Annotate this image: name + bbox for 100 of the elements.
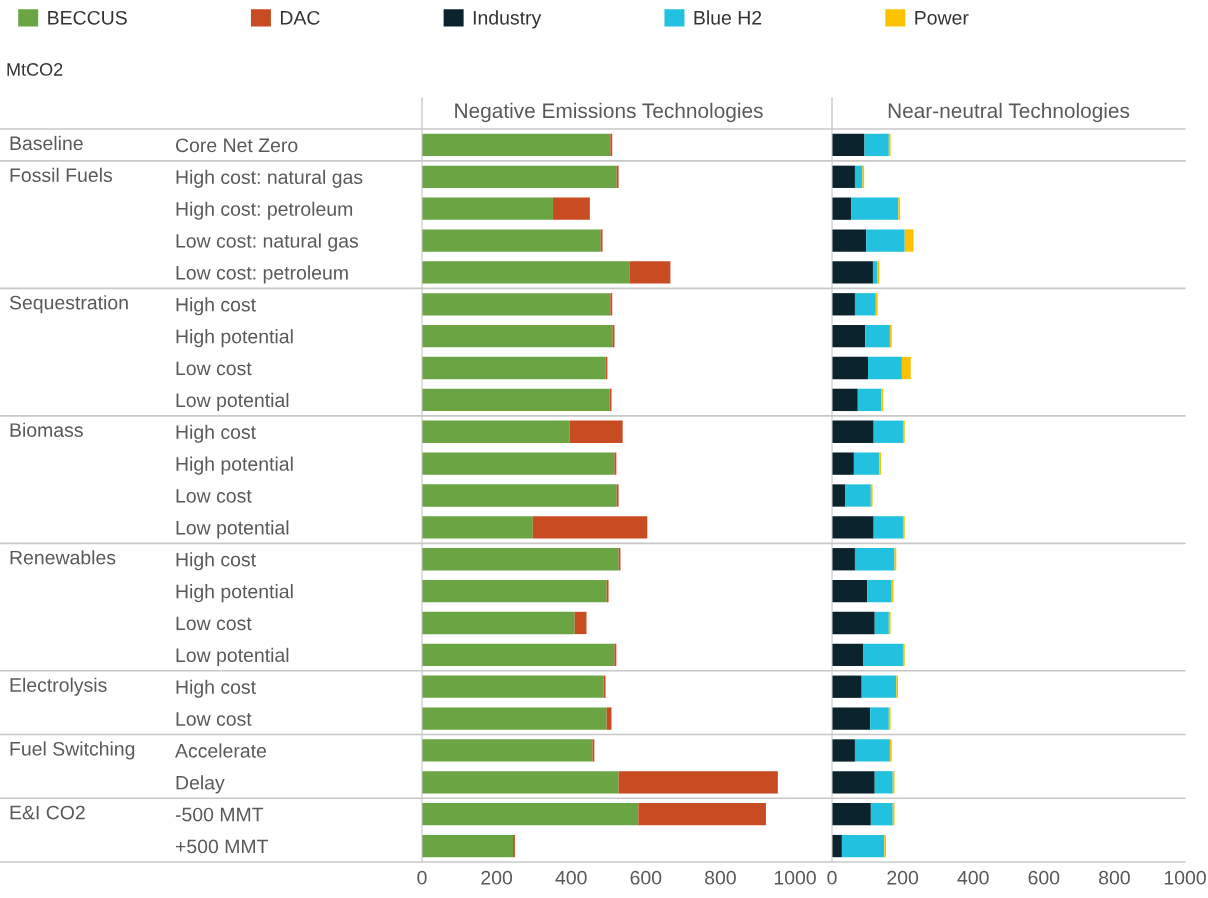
bar	[422, 325, 613, 348]
bar	[532, 516, 648, 539]
bar	[422, 739, 593, 762]
legend-label: BECCUS	[48, 10, 127, 25]
bar	[832, 133, 865, 157]
bar	[861, 675, 897, 698]
y-tick-label: Low potential	[176, 520, 289, 539]
bar	[422, 229, 601, 252]
y-tick-label: Low potential	[176, 647, 289, 666]
x-tick-label: 200	[887, 870, 919, 885]
x-tick-label: 600	[630, 870, 662, 885]
bar	[832, 675, 862, 698]
bar	[422, 771, 619, 794]
bar	[422, 356, 606, 380]
bar	[422, 803, 639, 826]
bar	[901, 356, 911, 380]
bar	[832, 197, 852, 220]
bar	[854, 739, 890, 762]
y-tick-label: High cost: natural gas	[176, 169, 363, 188]
text: MtCO2	[7, 63, 63, 76]
y-tick-label: Low cost: petroleum	[176, 265, 348, 284]
bar	[873, 516, 903, 539]
text: Baseline	[10, 135, 83, 151]
bar	[422, 548, 619, 571]
y-tick-label: High potential	[176, 329, 293, 348]
bar	[832, 165, 855, 188]
bar	[865, 325, 890, 348]
bar	[422, 516, 533, 539]
y-tick-label: -500 MMT	[175, 807, 264, 822]
legend-label: Industry	[473, 10, 542, 29]
bar	[870, 707, 889, 730]
bar	[832, 611, 875, 635]
bar	[832, 739, 855, 762]
text: Biomass	[10, 422, 83, 437]
bar	[569, 420, 623, 443]
text: E&I CO2	[10, 805, 85, 820]
y-tick-label: Low potential	[176, 392, 289, 411]
bar	[422, 165, 617, 188]
bar	[618, 771, 778, 794]
y-tick-label: Low cost	[176, 489, 252, 503]
bar	[841, 834, 885, 858]
bar	[422, 611, 575, 635]
x-tick-label: 800	[1099, 870, 1130, 885]
bar	[422, 452, 615, 475]
bar	[870, 803, 893, 826]
y-tick-label: Low cost	[176, 361, 252, 376]
text: Sequestration	[9, 295, 128, 314]
bar	[832, 803, 871, 826]
bar	[873, 420, 903, 443]
bar	[864, 133, 889, 157]
y-tick-label: High cost	[176, 552, 256, 571]
bar	[422, 675, 604, 698]
text: Fossil Fuels	[10, 167, 113, 183]
bar	[422, 293, 611, 316]
bar	[832, 707, 871, 730]
bar	[422, 834, 514, 858]
bar	[851, 197, 899, 220]
bar	[832, 261, 873, 284]
x-tick-label: 800	[705, 870, 736, 885]
bar	[904, 229, 914, 252]
bar	[629, 261, 671, 284]
bar	[422, 707, 607, 730]
x-tick-label: 400	[957, 870, 989, 885]
bar	[874, 611, 889, 635]
bar	[422, 579, 607, 603]
x-tick-label: 0	[827, 870, 837, 885]
x-tick-label: 0	[417, 870, 427, 885]
bar	[832, 420, 874, 443]
bar	[832, 484, 846, 507]
y-tick-label: +500 MMT	[175, 839, 269, 854]
bar	[832, 356, 869, 380]
y-tick-label: Core Net Zero	[175, 138, 298, 153]
bar	[422, 420, 570, 443]
bar	[832, 229, 867, 252]
y-tick-label: High cost	[176, 297, 256, 316]
bar	[832, 388, 858, 412]
x-tick-label: 400	[555, 870, 587, 885]
bar	[872, 261, 878, 284]
bar	[867, 579, 892, 603]
bar	[638, 803, 766, 826]
bar	[574, 611, 587, 635]
bar	[868, 356, 902, 380]
legend-label: DAC	[280, 10, 320, 25]
y-tick-label: Low cost: natural gas	[176, 233, 359, 252]
y-tick-label: High cost	[176, 679, 256, 698]
x-tick-label: 200	[481, 870, 513, 885]
text: Renewables	[10, 550, 116, 565]
y-tick-label: High potential	[176, 456, 293, 475]
bar	[832, 548, 855, 571]
chart-title: Negative Emissions Technologies	[455, 102, 763, 123]
y-tick-label: Accelerate	[175, 743, 266, 758]
bar	[422, 484, 617, 507]
bar	[853, 452, 880, 475]
legend-label: Power	[915, 11, 969, 25]
bar	[854, 293, 876, 316]
y-tick-label: High potential	[176, 584, 293, 603]
chart-title: Near-neutral Technologies	[888, 102, 1130, 123]
bar	[422, 133, 611, 157]
bar	[866, 229, 905, 252]
bar	[854, 165, 863, 188]
